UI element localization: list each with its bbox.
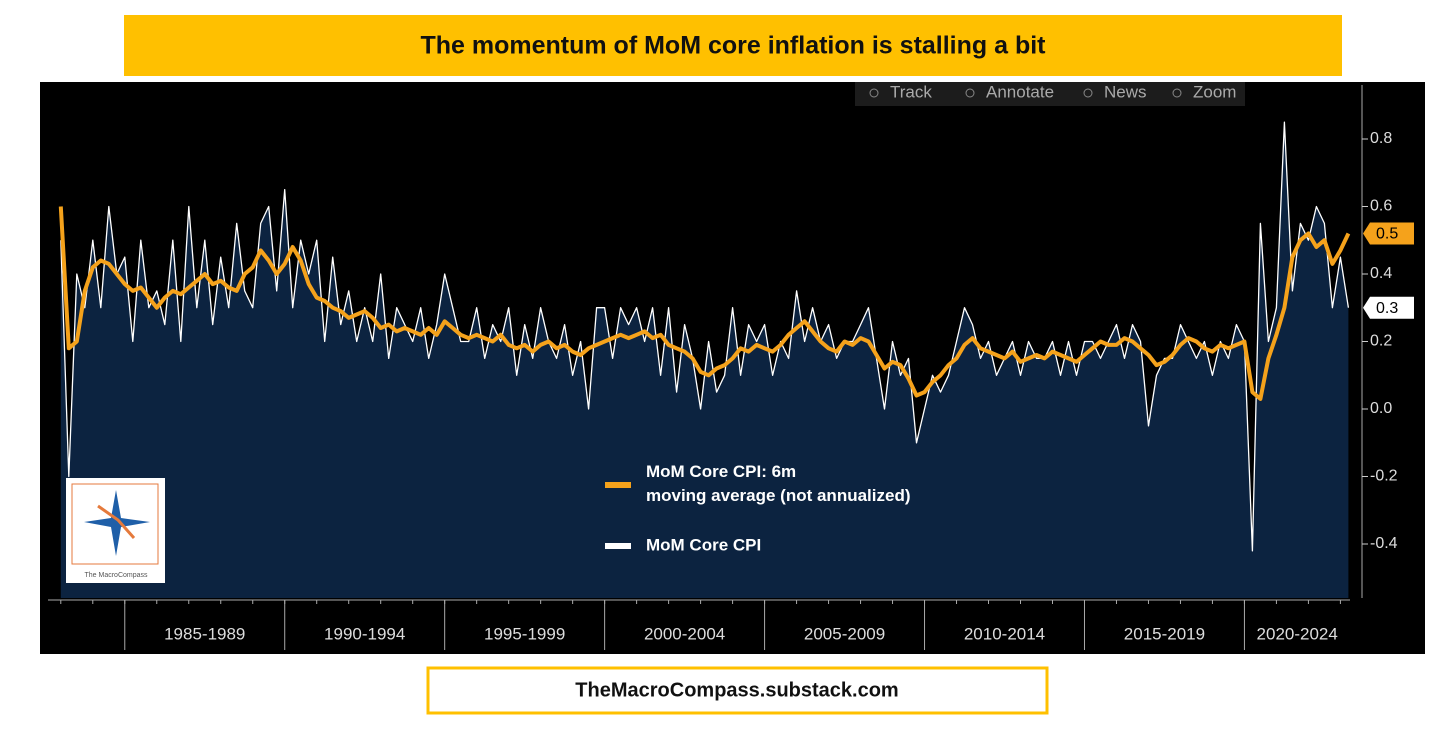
y-tick-label: 0.0: [1370, 400, 1392, 417]
title-banner: [124, 15, 1342, 76]
x-tick-label: 2000-2004: [644, 624, 725, 643]
x-tick-label: 2020-2024: [1257, 624, 1338, 643]
legend-line: MoM Core CPI: 6m: [646, 462, 796, 481]
toolbar-items: Track Annotate News Zoom: [869, 82, 1236, 101]
end-tag: [1363, 296, 1414, 319]
toolbar-icon: [965, 88, 975, 98]
series-line: [58, 206, 1351, 401]
legend-swatch: [605, 543, 631, 549]
series-area: [60, 122, 1349, 598]
chart-title: The momentum of MoM core inflation is st…: [420, 32, 1046, 60]
toolbar-icon: [1172, 88, 1182, 98]
y-tick-label: -0.2: [1370, 468, 1398, 485]
toolbar-button: Zoom: [1193, 82, 1236, 101]
end-tag: [1363, 222, 1414, 245]
logo-text: The MacroCompass: [84, 572, 148, 579]
x-tick-label: 2015-2019: [1124, 624, 1205, 643]
y-tick-label: 0.8: [1370, 130, 1392, 147]
x-tick-label: 2010-2014: [964, 624, 1045, 643]
legend-line: moving average (not annualized): [646, 486, 911, 505]
footer-text: TheMacroCompass.substack.com: [575, 679, 898, 701]
end-label: 0.3: [1376, 300, 1398, 317]
legend-label: MoM Core CPI: 6m moving average (not annu…: [646, 462, 911, 505]
toolbar-button: Track: [890, 82, 932, 101]
toolbar: [855, 82, 1245, 106]
x-tick-label: 1995-1999: [484, 624, 565, 643]
toolbar-icon: [1083, 88, 1093, 98]
y-tick-label: 0.4: [1370, 265, 1392, 282]
logo-star: [84, 490, 150, 556]
toolbar-button: News: [1104, 82, 1147, 101]
x-tick-label: 1985-1989: [164, 624, 245, 643]
plot-area: [58, 121, 1351, 598]
end-label: 0.5: [1376, 226, 1398, 243]
toolbar-icon: [869, 88, 879, 98]
legend-label: MoM Core CPI: [646, 535, 761, 554]
legend-swatch: [605, 482, 631, 488]
logo-frame: [71, 483, 159, 565]
y-tick-label: 0.2: [1370, 333, 1392, 350]
x-tick-label: 1990-1994: [324, 624, 405, 643]
footer-box: [426, 666, 1049, 715]
y-tick-label: 0.6: [1370, 198, 1392, 215]
y-tick-label: -0.4: [1370, 535, 1398, 552]
x-tick-label: 2005-2009: [804, 624, 885, 643]
logo-arrow: [97, 504, 136, 539]
toolbar-button: Annotate: [986, 82, 1054, 101]
